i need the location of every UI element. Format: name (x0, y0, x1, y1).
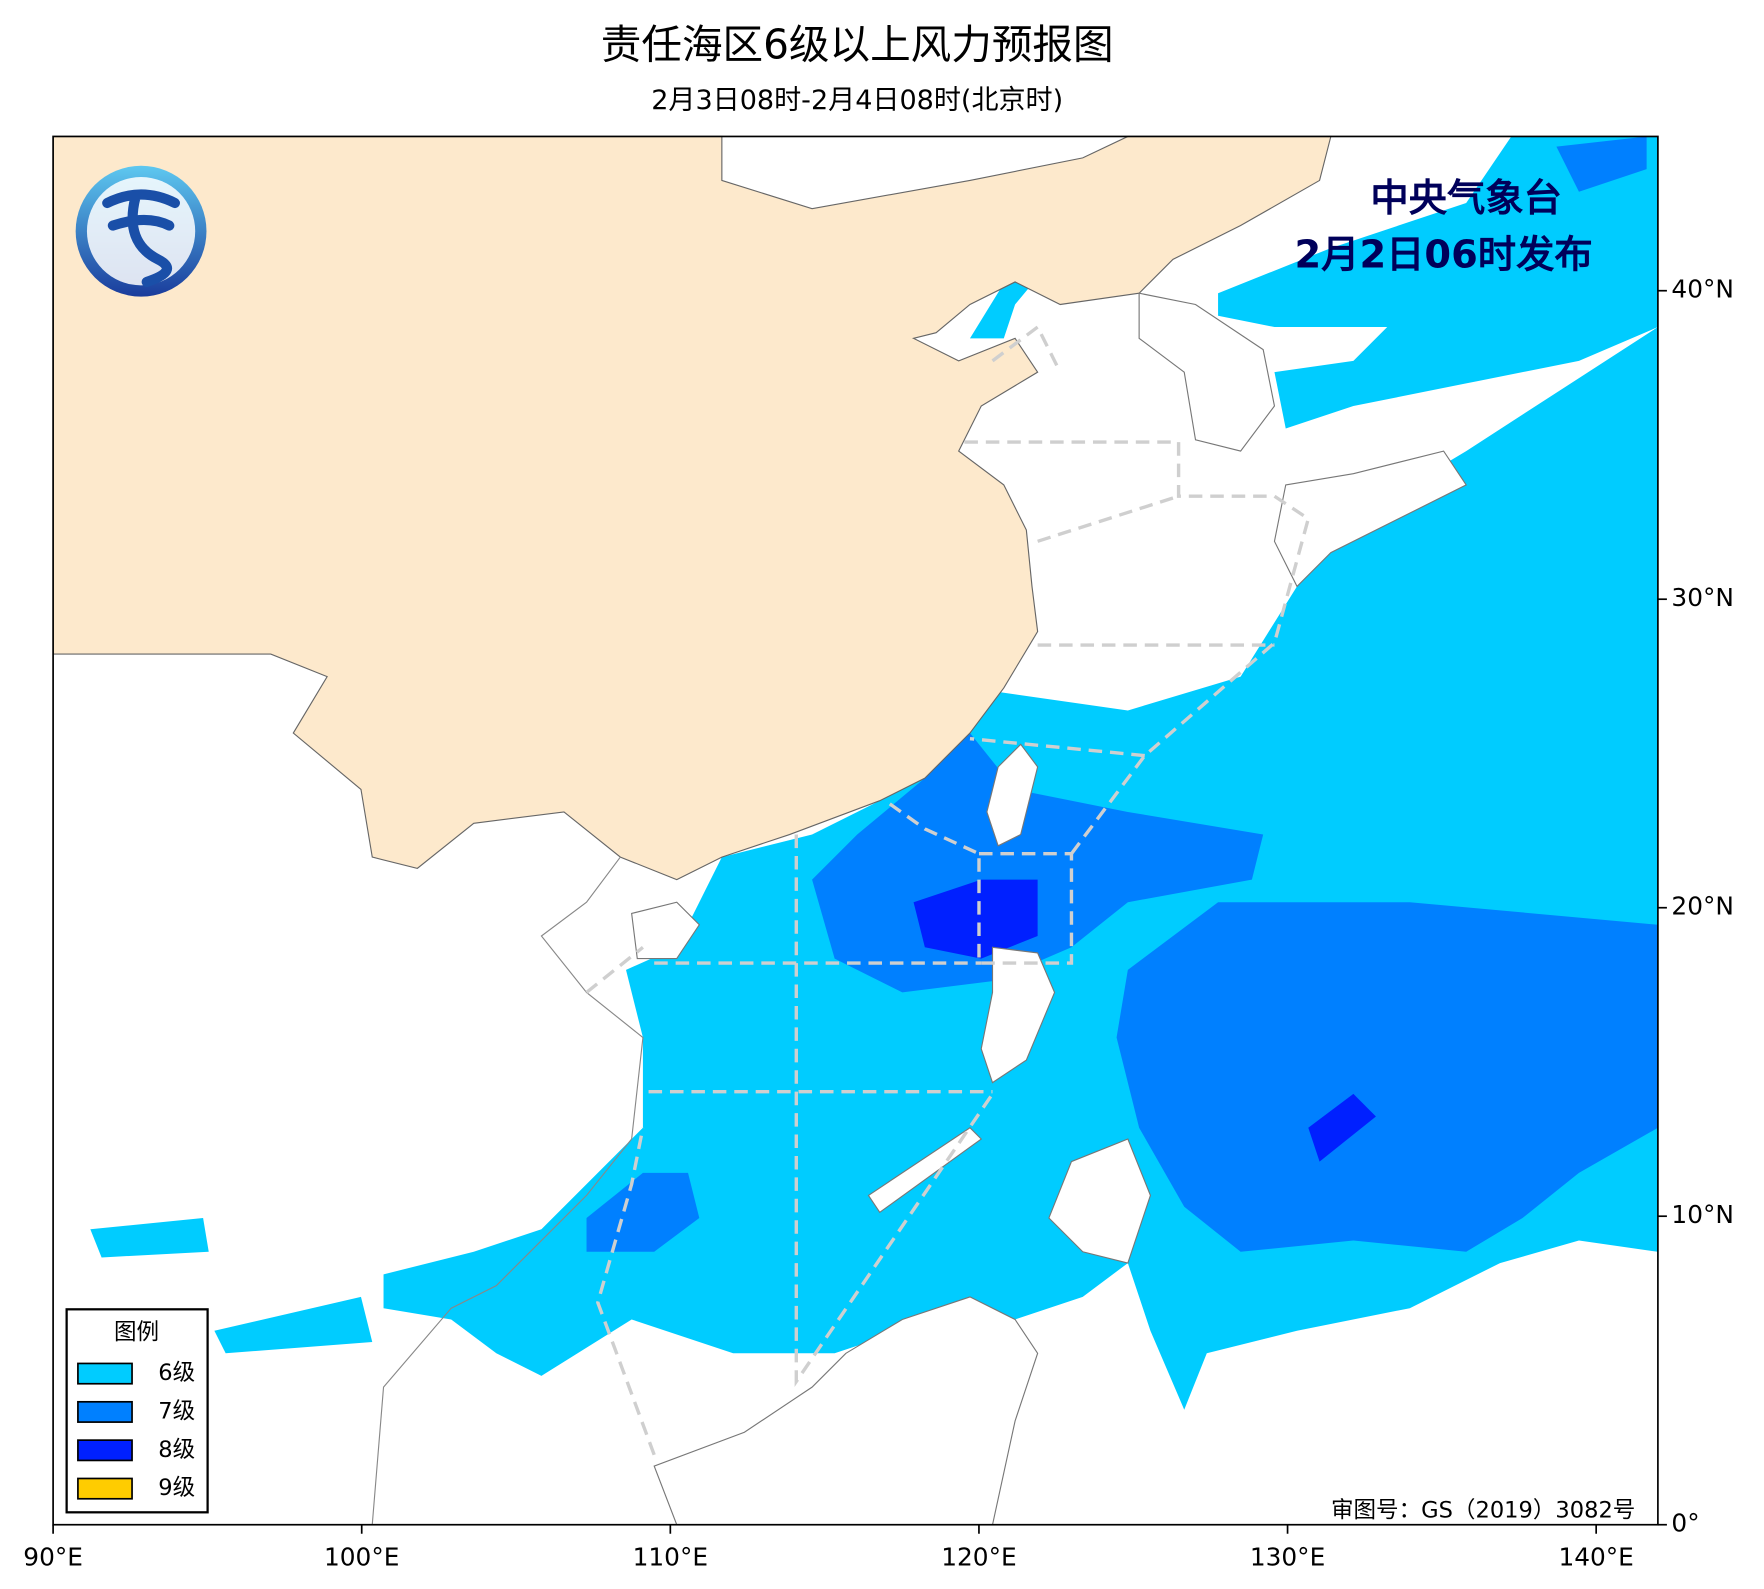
x-tick-label: 100°E (324, 1543, 399, 1572)
legend-label: 9级 (158, 1475, 195, 1501)
zone-lines (585, 324, 1311, 1456)
wind-area (214, 1296, 373, 1354)
x-tick-label: 110°E (633, 1543, 708, 1572)
x-tick-label: 140°E (1558, 1543, 1633, 1572)
publisher-name: 中央气象台 (1370, 176, 1562, 221)
legend-swatch (77, 1477, 133, 1500)
wind-area (1556, 136, 1647, 192)
wind-area (1308, 1093, 1376, 1162)
x-tick-label: 120°E (941, 1543, 1016, 1572)
x-tick-label: 130°E (1250, 1543, 1325, 1572)
title: 责任海区6级以上风力预报图 (601, 20, 1114, 68)
y-tick-label: 0° (1671, 1509, 1699, 1538)
china-land (52, 135, 1332, 881)
land-outlines (371, 292, 1467, 1526)
legend-title: 图例 (114, 1320, 159, 1346)
approval-number: 审图号：GS（2019）3082号 (1331, 1498, 1635, 1524)
y-tick-label: 40°N (1671, 275, 1734, 304)
issue-time: 2月2日06时发布 (1294, 233, 1592, 278)
y-tick-label: 30°N (1671, 583, 1734, 612)
y-tick-label: 20°N (1671, 892, 1734, 921)
subtitle: 2月3日08时-2月4日08时(北京时) (651, 85, 1063, 116)
legend-label: 7级 (158, 1398, 195, 1424)
legend-swatch (77, 1439, 133, 1462)
map-frame (52, 135, 1659, 1526)
y-tick-label: 10°N (1671, 1200, 1734, 1229)
wind-areas (90, 136, 1658, 1410)
legend-label: 6级 (158, 1360, 195, 1386)
legend-label: 8级 (158, 1437, 195, 1463)
wind-area (1116, 902, 1658, 1252)
legend: 图例 6级 7级 8级 9级 (65, 1308, 209, 1514)
map (52, 135, 1659, 1526)
legend-swatch (77, 1362, 133, 1385)
legend-swatch (77, 1400, 133, 1423)
wind-area (90, 1217, 209, 1258)
logo (75, 165, 207, 297)
x-tick-label: 90°E (23, 1543, 83, 1572)
wind-area (1218, 136, 1658, 429)
wind-area (586, 1172, 700, 1252)
wind-area (913, 879, 1038, 959)
